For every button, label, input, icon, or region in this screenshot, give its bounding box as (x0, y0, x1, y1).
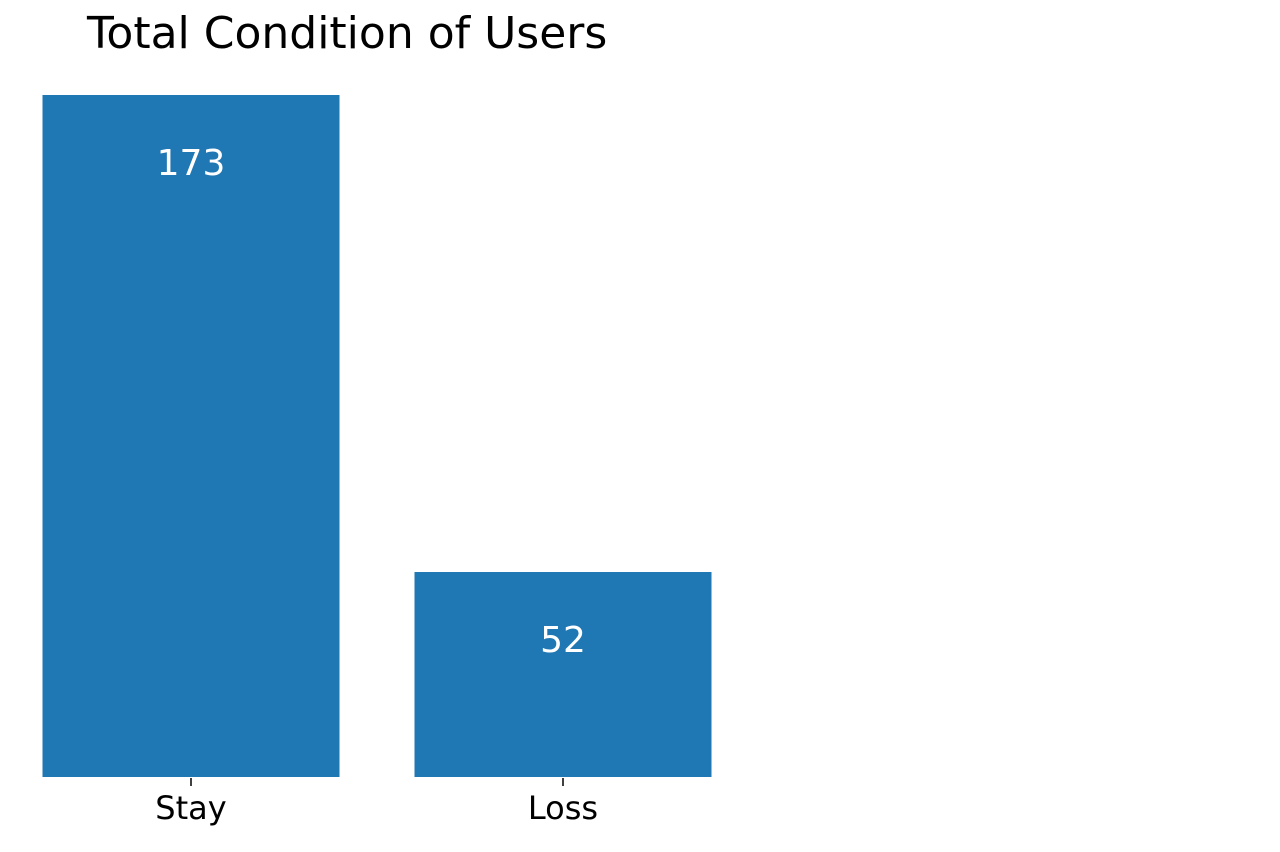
x-tick-label-stay: Stay (155, 789, 226, 827)
x-axis-tick-labels: Stay Loss (155, 789, 598, 827)
x-axis-ticks (190, 778, 564, 786)
bar-value-label-loss: 52 (540, 620, 586, 661)
bar-stay (42, 95, 340, 777)
chart-title: Total Condition of Users (86, 8, 607, 59)
bars-group (42, 95, 712, 777)
bar-value-label-stay: 173 (157, 143, 226, 184)
bar-loss (414, 572, 712, 777)
bar-labels-group: 173 52 (157, 143, 586, 661)
x-tick-label-loss: Loss (528, 789, 598, 827)
